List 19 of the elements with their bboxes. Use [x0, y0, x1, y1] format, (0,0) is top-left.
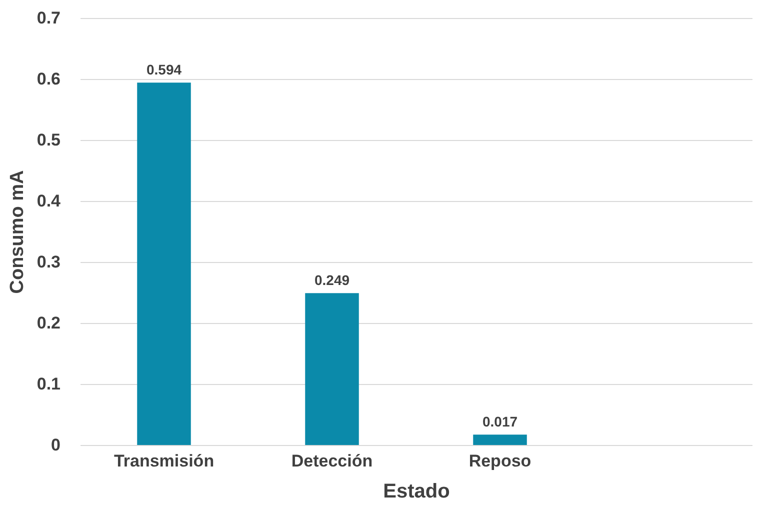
y-tick-label: 0.2 [36, 314, 60, 332]
y-tick-label: 0 [51, 436, 60, 454]
y-tick-label: 0.5 [36, 130, 60, 150]
data-label: 0.249 [314, 272, 350, 288]
bar [473, 434, 527, 445]
data-label: 0.594 [146, 62, 182, 78]
x-tick-label: Transmisión [114, 452, 214, 470]
y-axis-title: Consumo mA [6, 170, 28, 294]
y-tick-label: 0.4 [36, 192, 62, 210]
x-tick-label: Detección [291, 452, 373, 470]
x-tick-label: Reposo [468, 452, 532, 470]
y-tick-label: 0.7 [36, 8, 60, 28]
x-axis-title: Estado [383, 480, 450, 502]
y-tick-label: 0.6 [36, 70, 60, 88]
bar [305, 293, 359, 445]
y-tick-label: 0.3 [36, 252, 60, 272]
bar [137, 82, 191, 445]
y-tick-label: 0.1 [36, 374, 60, 394]
data-label: 0.017 [482, 414, 518, 430]
